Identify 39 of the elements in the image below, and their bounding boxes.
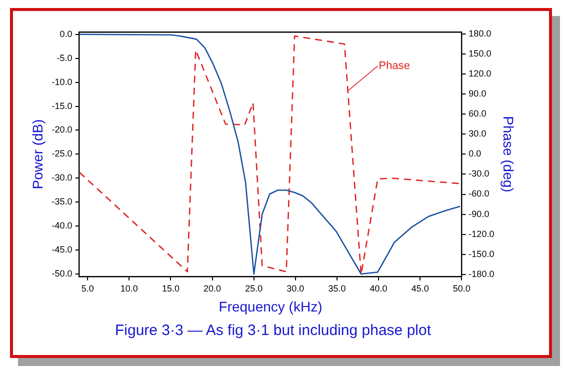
x-tick-label: 30.0: [286, 283, 304, 294]
y2-tick-label: -120.0: [468, 228, 494, 239]
y-tick-label: -10.0: [52, 76, 72, 87]
x-tick-label: 35.0: [328, 283, 346, 294]
y2-tick-label: 180.0: [468, 28, 492, 38]
y-tick-label: -5.0: [56, 52, 72, 63]
x-tick-label: 50.0: [452, 283, 470, 294]
annotation: Phase: [378, 60, 410, 72]
y2-tick-label: -180.0: [468, 268, 494, 279]
x-tick-label: 45.0: [411, 283, 429, 294]
y2-tick-label: 60.0: [468, 108, 486, 119]
y2-tick-label: -30.0: [468, 168, 490, 179]
y2-tick-label: 120.0: [468, 68, 492, 79]
x-tick-label: 25.0: [245, 283, 263, 294]
y2-tick-label: 90.0: [468, 88, 486, 99]
x-axis-title: Frequency (kHz): [218, 298, 322, 314]
y-tick-label: -40.0: [52, 220, 72, 231]
y-tick-label: -50.0: [52, 268, 72, 278]
x-tick-label: 15.0: [162, 283, 180, 294]
x-tick-label: 20.0: [204, 283, 222, 294]
x-tick-label: 10.0: [120, 283, 138, 294]
y-axis-title: Power (dB): [29, 119, 46, 190]
y-tick-label: -30.0: [52, 172, 72, 183]
y2-tick-label: 150.0: [468, 48, 492, 59]
text: Figure 3·3 — As fig 3·1 but including phase plot: [114, 322, 432, 340]
y-tick-label: -15.0: [52, 100, 72, 111]
y2-tick-label: 30.0: [468, 128, 486, 139]
y2-tick-label: -90.0: [468, 208, 490, 219]
y-tick-label: -25.0: [52, 148, 72, 159]
y-tick-label: -20.0: [52, 124, 72, 135]
y-tick-label: -35.0: [52, 196, 72, 207]
x-tick-label: 5.0: [81, 283, 94, 294]
y-tick-label: 0.0: [60, 28, 72, 39]
y2-tick-label: -60.0: [468, 188, 490, 199]
y2-tick-label: -150.0: [468, 248, 494, 259]
y2-axis-title: Phase (deg): [500, 116, 517, 192]
x-tick-label: 40.0: [370, 283, 388, 294]
y2-tick-label: 0.0: [468, 148, 482, 159]
y-tick-label: -45.0: [52, 244, 72, 255]
